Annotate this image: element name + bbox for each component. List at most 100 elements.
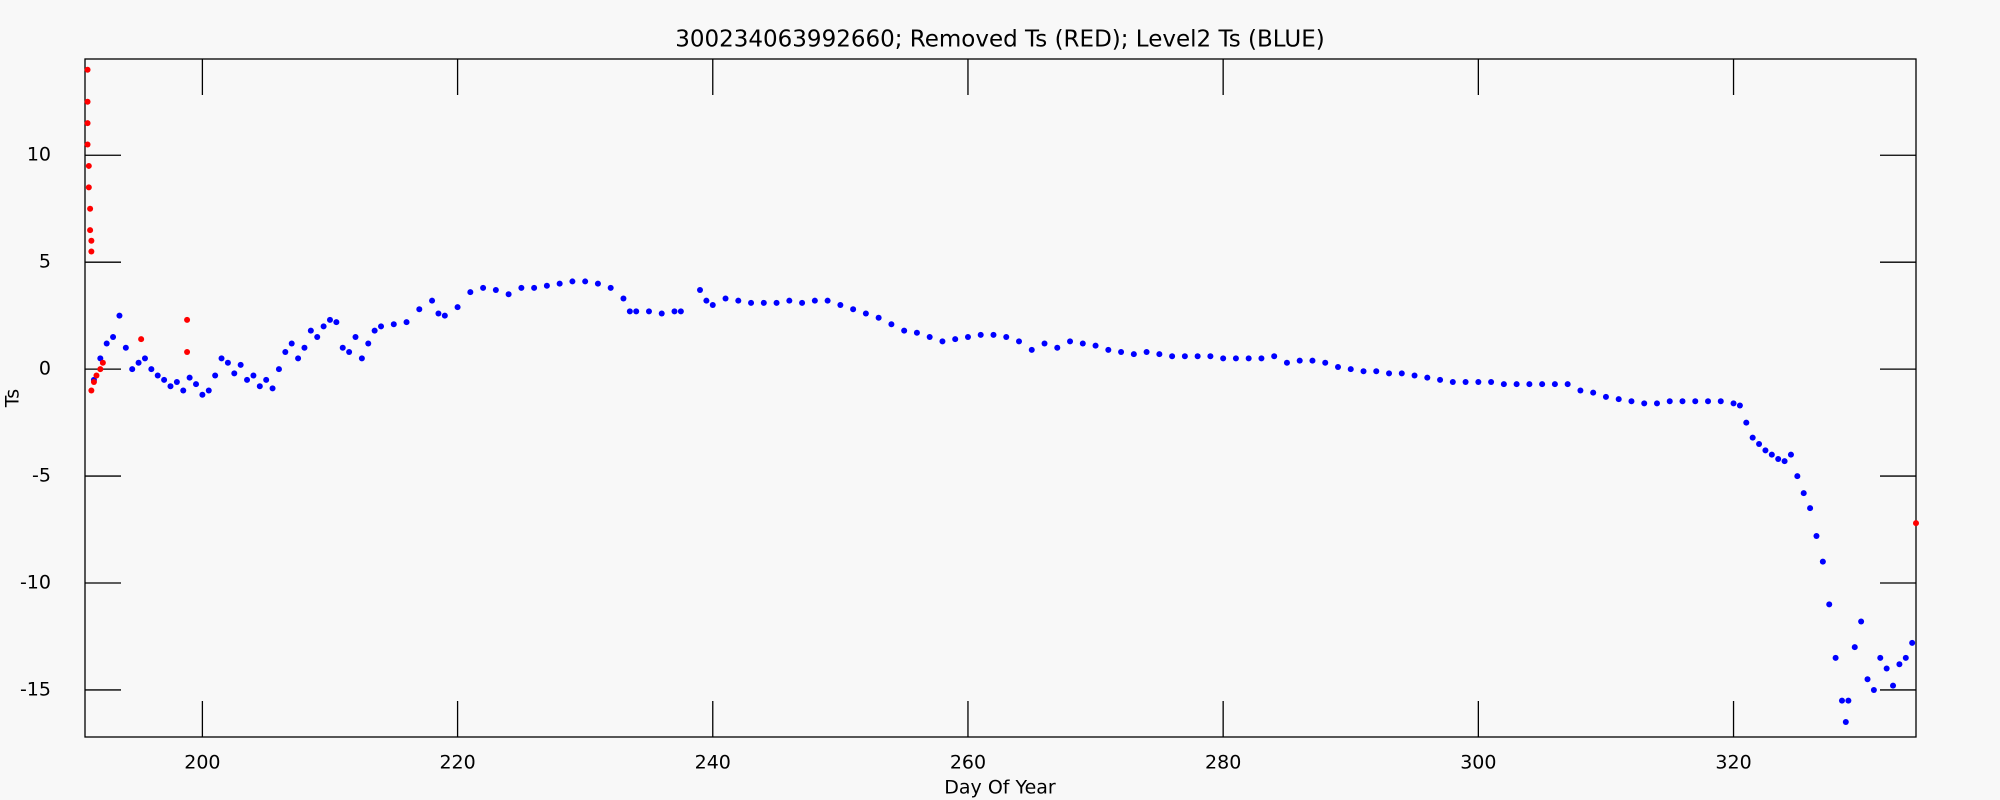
- data-point: [480, 284, 487, 291]
- data-point: [939, 338, 946, 345]
- data-point: [138, 336, 145, 343]
- data-point: [811, 297, 818, 304]
- data-point: [167, 383, 174, 390]
- data-point: [518, 284, 525, 291]
- y-tick-label: -15: [20, 678, 51, 700]
- data-point: [161, 376, 168, 383]
- data-point: [773, 299, 780, 306]
- data-point: [358, 355, 365, 362]
- data-point: [1245, 355, 1252, 362]
- data-point: [84, 141, 91, 148]
- data-point: [93, 372, 100, 379]
- data-point: [85, 162, 92, 169]
- data-point: [435, 310, 442, 317]
- data-point: [633, 308, 640, 315]
- data-point: [467, 289, 474, 296]
- data-point: [173, 378, 180, 385]
- data-point: [1883, 665, 1890, 672]
- data-point: [184, 349, 191, 356]
- data-point: [505, 291, 512, 298]
- data-point: [1526, 381, 1533, 388]
- data-point: [1913, 520, 1919, 527]
- data-point: [862, 310, 869, 317]
- data-point: [1449, 378, 1456, 385]
- data-point: [1437, 376, 1444, 383]
- data-point: [1105, 346, 1112, 353]
- data-point: [84, 66, 91, 73]
- data-point: [1838, 697, 1845, 704]
- data-point: [154, 372, 161, 379]
- data-point: [1781, 458, 1788, 465]
- data-point: [1462, 378, 1469, 385]
- data-point: [1347, 366, 1354, 373]
- data-point: [492, 286, 499, 293]
- x-tick-label: 220: [439, 752, 475, 774]
- data-point: [1500, 381, 1507, 388]
- data-point: [735, 297, 742, 304]
- data-point: [231, 370, 238, 377]
- data-point: [748, 299, 755, 306]
- data-point: [1807, 505, 1814, 512]
- data-point: [1864, 676, 1871, 683]
- data-point: [199, 391, 206, 398]
- data-point: [888, 321, 895, 328]
- data-point: [1736, 402, 1743, 409]
- chart-title: 300234063992660; Removed Ts (RED); Level…: [675, 27, 1325, 53]
- data-point: [1054, 344, 1061, 351]
- data-point: [1787, 451, 1794, 458]
- data-point: [1016, 338, 1023, 345]
- data-point: [658, 310, 665, 317]
- data-point: [1870, 686, 1877, 693]
- data-point: [977, 331, 984, 338]
- data-point: [824, 297, 831, 304]
- data-point: [141, 355, 148, 362]
- data-point: [390, 321, 397, 328]
- data-point: [1896, 661, 1903, 668]
- data-point: [205, 387, 212, 394]
- data-point: [1717, 398, 1724, 405]
- data-point: [645, 308, 652, 315]
- data-point: [1360, 368, 1367, 375]
- data-point: [990, 331, 997, 338]
- data-point: [531, 284, 538, 291]
- x-tick-label: 320: [1715, 752, 1751, 774]
- data-point: [709, 301, 716, 308]
- data-point: [339, 344, 346, 351]
- data-point: [1258, 355, 1265, 362]
- data-point: [1577, 387, 1584, 394]
- x-tick-label: 280: [1205, 752, 1241, 774]
- data-point: [1826, 601, 1833, 608]
- data-point: [371, 327, 378, 334]
- data-point: [1334, 363, 1341, 370]
- data-point: [180, 387, 187, 394]
- data-point: [1118, 349, 1125, 356]
- data-point: [913, 329, 920, 336]
- data-point: [1768, 451, 1775, 458]
- data-point: [569, 278, 576, 285]
- data-point: [378, 323, 385, 330]
- data-point: [760, 299, 767, 306]
- data-point: [1079, 340, 1086, 347]
- data-point: [1220, 355, 1227, 362]
- data-point: [875, 314, 882, 321]
- data-point: [87, 227, 94, 234]
- data-point: [1092, 342, 1099, 349]
- x-tick-label: 260: [950, 752, 986, 774]
- data-point: [722, 295, 729, 302]
- data-point: [416, 306, 423, 313]
- data-point: [269, 385, 276, 392]
- data-point: [1794, 473, 1801, 480]
- data-point: [1749, 434, 1756, 441]
- data-point: [1679, 398, 1686, 405]
- data-point: [1475, 378, 1482, 385]
- data-point: [1028, 346, 1035, 353]
- data-point: [1169, 353, 1176, 360]
- data-point: [148, 366, 155, 373]
- data-point: [99, 359, 106, 366]
- data-point: [1143, 349, 1150, 356]
- data-point: [1705, 398, 1712, 405]
- data-point: [1067, 338, 1074, 345]
- data-point: [282, 349, 289, 356]
- data-point: [346, 349, 353, 356]
